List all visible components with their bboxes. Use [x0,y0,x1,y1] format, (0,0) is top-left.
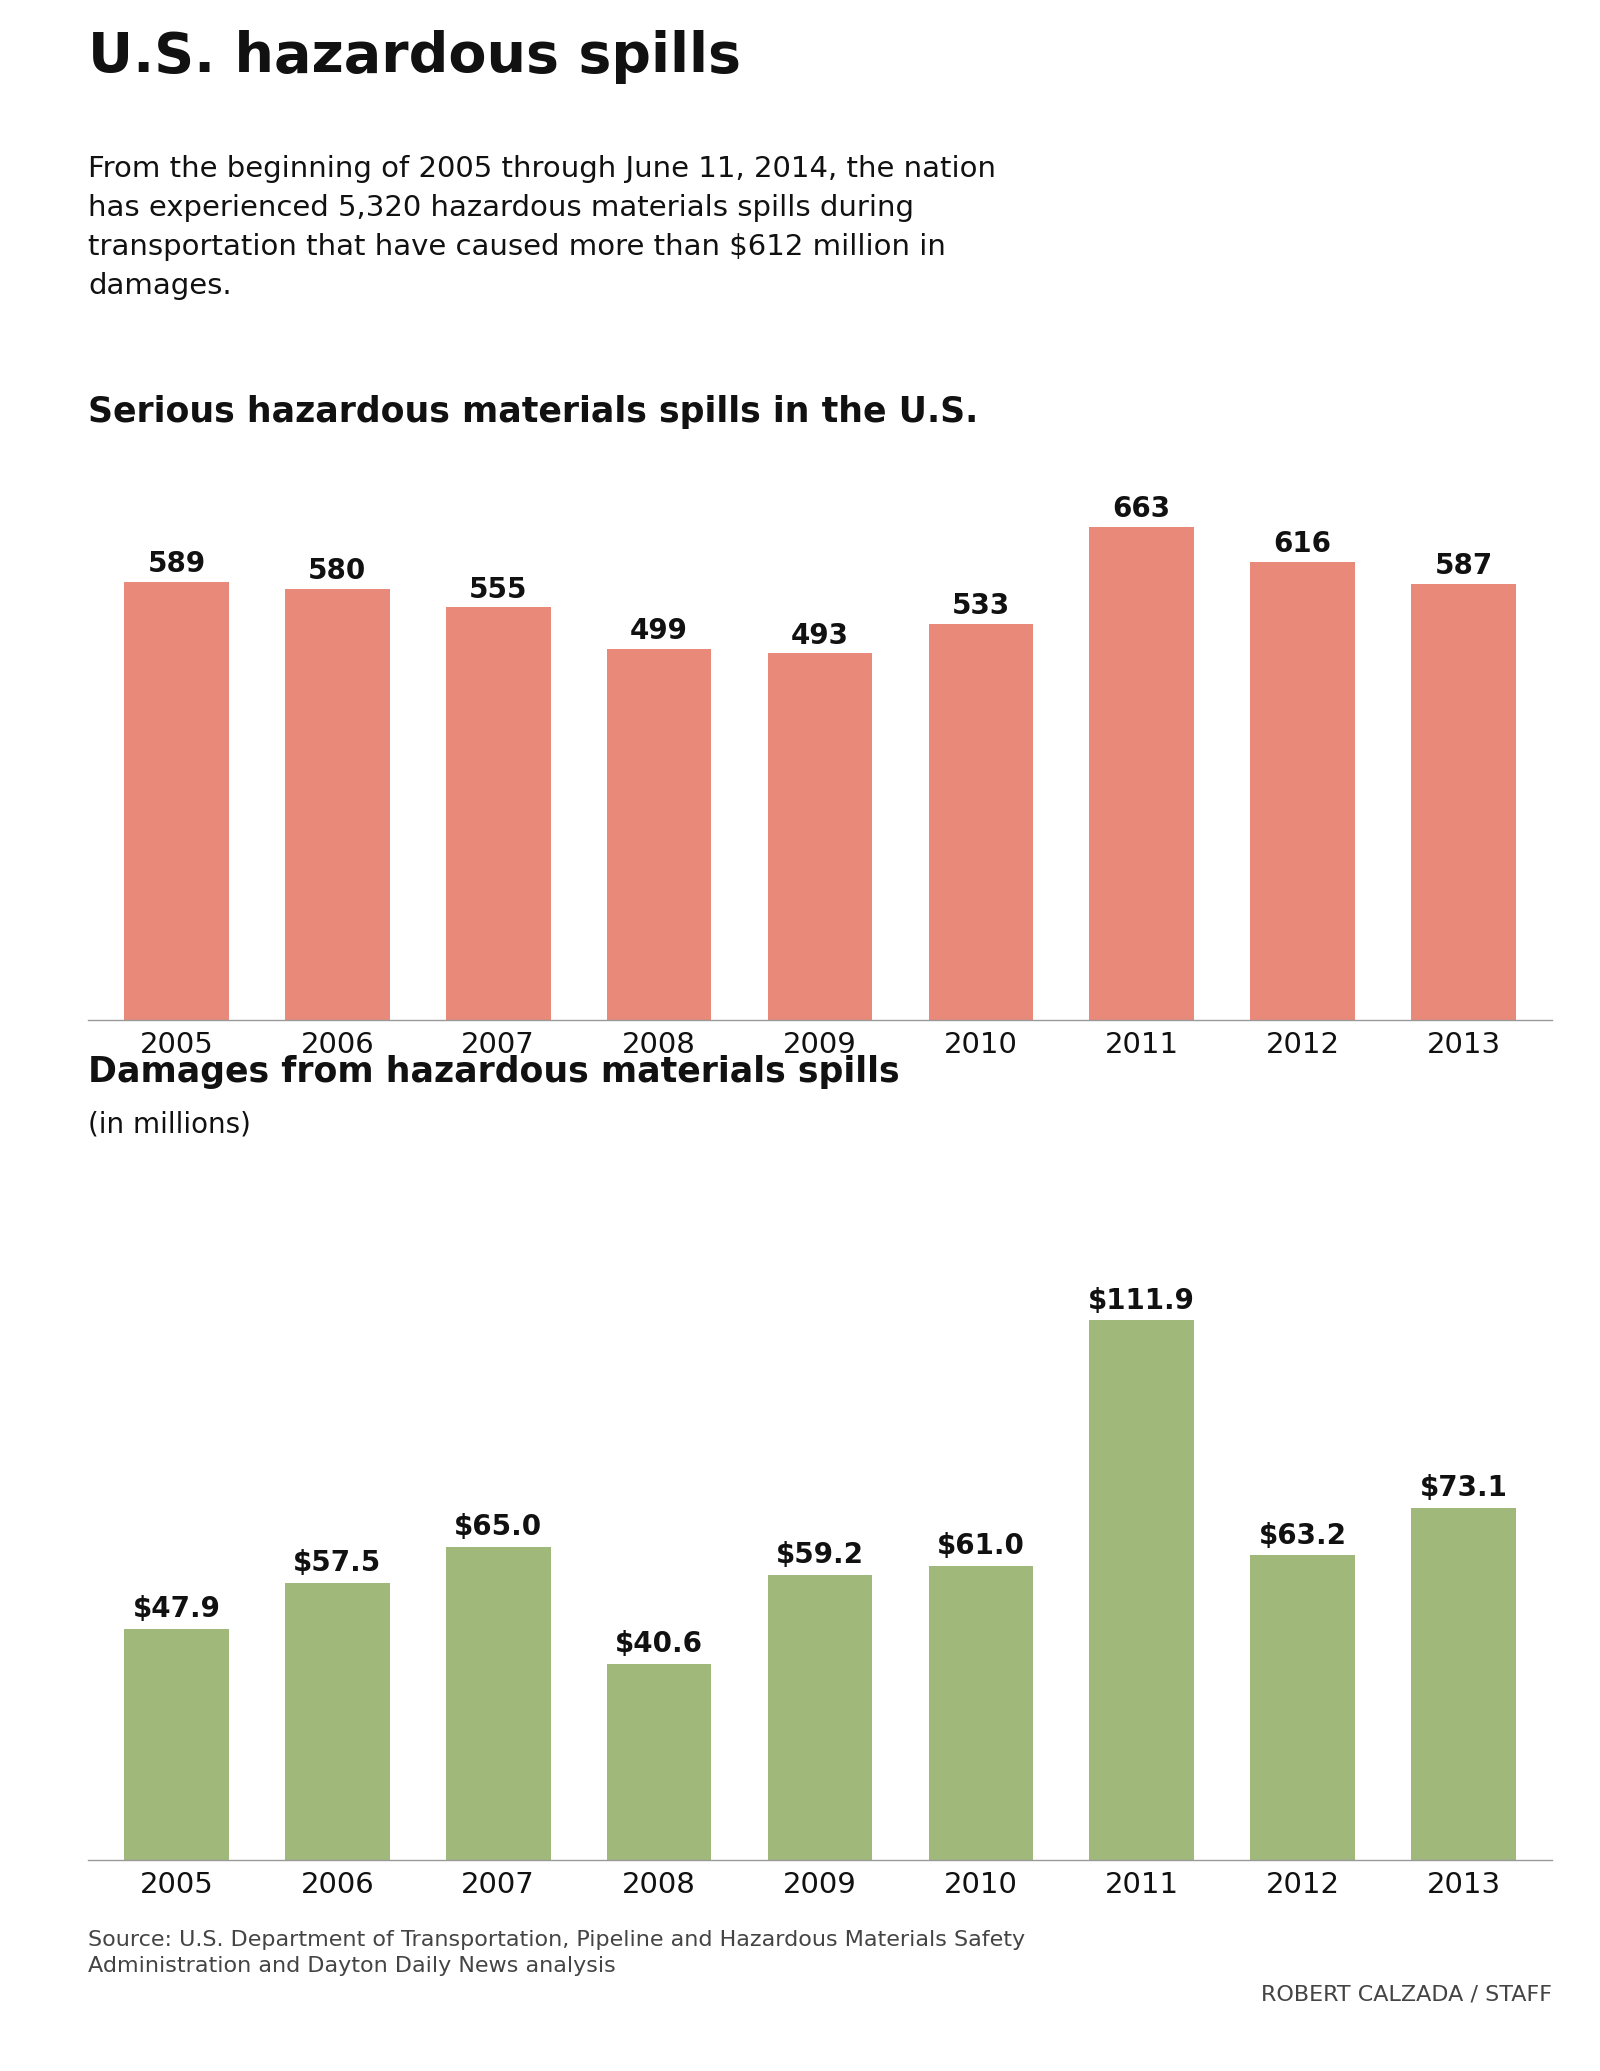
Text: $59.2: $59.2 [776,1541,864,1570]
Text: $65.0: $65.0 [454,1512,542,1541]
Bar [446,607,550,1021]
Text: $111.9: $111.9 [1088,1286,1195,1315]
Bar [768,1574,872,1860]
Text: Damages from hazardous materials spills: Damages from hazardous materials spills [88,1054,899,1089]
Text: $63.2: $63.2 [1259,1522,1347,1549]
Text: 533: 533 [952,592,1010,619]
Bar [1090,528,1194,1021]
Text: 555: 555 [469,576,528,603]
Text: $47.9: $47.9 [133,1595,221,1624]
Bar [285,1582,390,1860]
Text: Source: U.S. Department of Transportation, Pipeline and Hazardous Materials Safe: Source: U.S. Department of Transportatio… [88,1930,1026,1976]
Text: 493: 493 [790,621,850,650]
Bar [928,1566,1034,1860]
Text: 663: 663 [1112,495,1171,524]
Text: (in millions): (in millions) [88,1110,251,1137]
Bar [125,1630,229,1860]
Bar [125,582,229,1021]
Text: ROBERT CALZADA / STAFF: ROBERT CALZADA / STAFF [1261,1984,1552,2005]
Text: 499: 499 [630,617,688,646]
Bar [1250,1555,1355,1860]
Text: $57.5: $57.5 [293,1549,381,1576]
Text: $73.1: $73.1 [1419,1475,1507,1501]
Bar [1090,1321,1194,1860]
Text: Serious hazardous materials spills in the U.S.: Serious hazardous materials spills in th… [88,396,978,429]
Bar [1250,561,1355,1021]
Text: $40.6: $40.6 [614,1630,702,1659]
Text: 580: 580 [309,557,366,586]
Bar [446,1547,550,1860]
Bar [1411,1508,1515,1860]
Text: 587: 587 [1434,551,1493,580]
Text: From the beginning of 2005 through June 11, 2014, the nation
has experienced 5,3: From the beginning of 2005 through June … [88,155,995,300]
Bar [606,648,712,1021]
Text: $61.0: $61.0 [938,1533,1026,1559]
Bar [1411,584,1515,1021]
Text: 589: 589 [147,551,205,578]
Bar [928,623,1034,1021]
Text: 616: 616 [1274,530,1331,559]
Bar [768,654,872,1021]
Bar [285,588,390,1021]
Text: U.S. hazardous spills: U.S. hazardous spills [88,29,741,85]
Bar [606,1665,712,1860]
